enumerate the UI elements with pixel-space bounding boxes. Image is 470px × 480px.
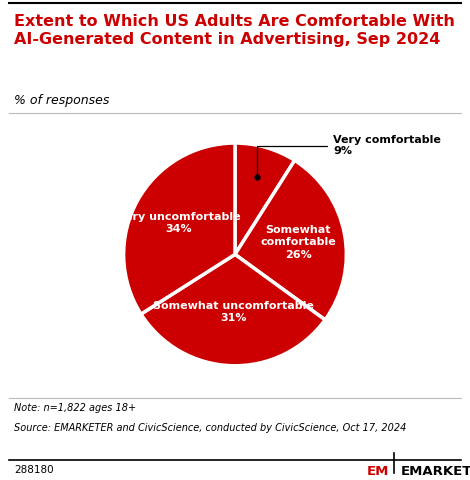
Text: 288180: 288180: [14, 466, 54, 475]
Wedge shape: [235, 160, 346, 320]
Text: EM: EM: [367, 466, 389, 479]
Text: Note: n=1,822 ages 18+: Note: n=1,822 ages 18+: [14, 403, 136, 413]
Text: Source: EMARKETER and CivicScience, conducted by CivicScience, Oct 17, 2024: Source: EMARKETER and CivicScience, cond…: [14, 423, 407, 433]
Text: EMARKETER: EMARKETER: [400, 466, 470, 479]
Text: Somewhat uncomfortable
31%: Somewhat uncomfortable 31%: [153, 301, 313, 324]
Wedge shape: [235, 143, 295, 254]
Text: % of responses: % of responses: [14, 95, 110, 108]
Text: Very uncomfortable
34%: Very uncomfortable 34%: [117, 212, 240, 235]
Text: Somewhat
comfortable
26%: Somewhat comfortable 26%: [260, 225, 337, 260]
Text: Extent to Which US Adults Are Comfortable With
AI-Generated Content in Advertisi: Extent to Which US Adults Are Comfortabl…: [14, 14, 455, 47]
Wedge shape: [141, 254, 325, 366]
Text: Very comfortable
9%: Very comfortable 9%: [258, 135, 441, 175]
Wedge shape: [124, 143, 235, 314]
